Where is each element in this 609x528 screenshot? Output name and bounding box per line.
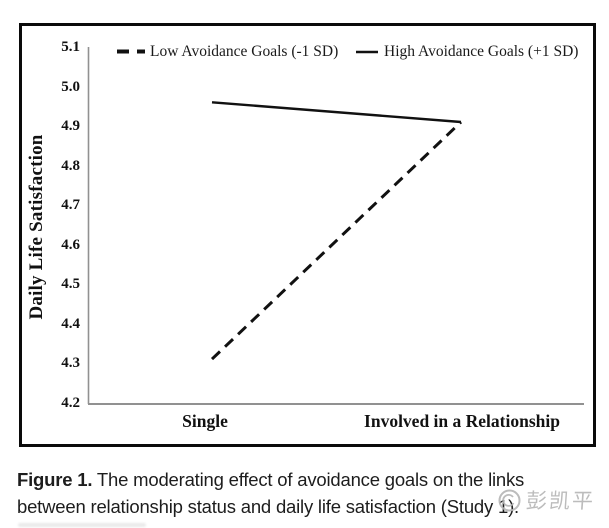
y-tick-label: 4.9 [61, 118, 80, 134]
y-tick-label: 5.0 [61, 78, 80, 95]
y-tick-label: 4.6 [61, 236, 80, 253]
x-category-label: Single [182, 411, 228, 431]
caption-line-2: between relationship status and daily li… [17, 496, 519, 517]
y-axis-title: Daily Life Satisfaction [26, 134, 47, 320]
figure-number-label: Figure 1. [17, 469, 93, 490]
y-tick-label: 4.3 [61, 355, 80, 371]
legend-label-low-avoidance: Low Avoidance Goals (-1 SD) [150, 43, 339, 60]
legend-label-high-avoidance: High Avoidance Goals (+1 SD) [384, 43, 579, 60]
y-tick-label: 4.2 [61, 394, 80, 411]
caption-line-1: Figure 1. The moderating effect of avoid… [17, 469, 524, 490]
y-tick-label: 4.4 [61, 315, 80, 332]
x-category-label: Involved in a Relationship [364, 411, 560, 431]
cropped-text-smudge [18, 523, 146, 527]
y-tick-label: 4.5 [61, 276, 80, 292]
y-tick-label: 4.7 [61, 197, 80, 213]
chart-frame [19, 23, 596, 447]
y-tick-label: 5.1 [61, 39, 80, 55]
series-line-high-avoidance [211, 101, 462, 124]
caption-text-1: The moderating effect of avoidance goals… [96, 469, 525, 490]
y-tick-label: 4.8 [61, 157, 80, 174]
series-line-low-avoidance [210, 120, 463, 361]
figure-caption: Figure 1. The moderating effect of avoid… [17, 466, 599, 520]
